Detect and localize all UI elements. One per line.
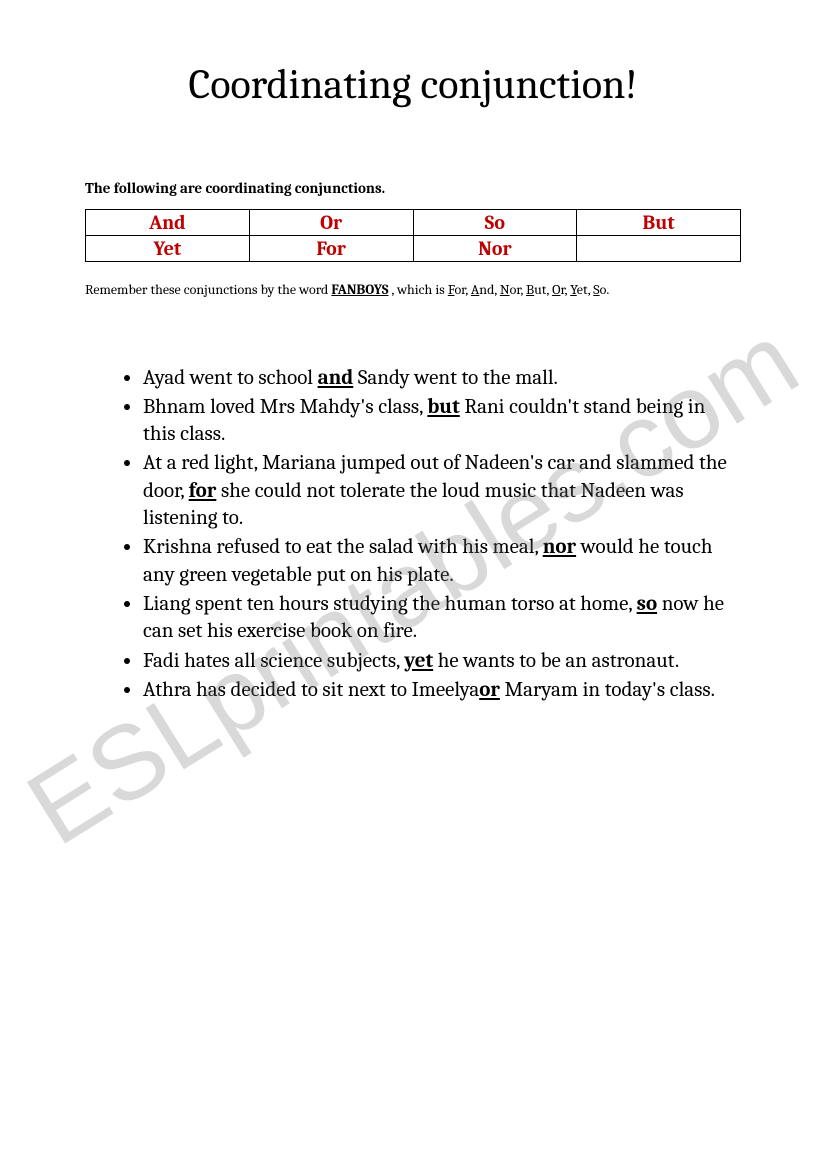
fanboys-word: FANBOYS — [331, 281, 388, 298]
table-row: And Or So But — [86, 210, 741, 236]
table-row: Yet For Nor — [86, 236, 741, 262]
list-item: Bhnam loved Mrs Mahdy's class, but Rani … — [143, 394, 741, 449]
example-pre: Bhnam loved Mrs Mahdy's class, — [143, 395, 427, 419]
example-post: Maryam in today's class. — [500, 678, 715, 702]
table-cell: Or — [249, 210, 413, 236]
list-item: Liang spent ten hours studying the human… — [143, 591, 741, 646]
letter-rest: or — [510, 281, 521, 298]
underlined-letter: B — [526, 281, 534, 298]
underlined-letter: Y — [570, 281, 577, 298]
example-conjunction: yet — [404, 649, 433, 673]
example-post: Sandy went to the mall. — [353, 366, 558, 390]
list-item: Athra has decided to sit next to Imeelya… — [143, 677, 741, 704]
example-pre: Fadi hates all science subjects, — [143, 649, 404, 673]
list-item: Ayad went to school and Sandy went to th… — [143, 365, 741, 392]
note-mid: , which is — [388, 281, 447, 298]
table-cell: And — [86, 210, 250, 236]
note-prefix: Remember these conjunctions by the word — [85, 281, 331, 298]
example-conjunction: so — [637, 592, 657, 616]
table-cell: So — [413, 210, 577, 236]
example-post: he wants to be an astronaut. — [433, 649, 679, 673]
page-title: Coordinating conjunction! — [85, 60, 741, 109]
list-item: At a red light, Mariana jumped out of Na… — [143, 450, 741, 532]
list-item: Fadi hates all science subjects, yet he … — [143, 648, 741, 675]
example-post: she could not tolerate the loud music th… — [143, 479, 684, 530]
table-cell: But — [577, 210, 741, 236]
example-conjunction: for — [189, 479, 217, 503]
underlined-letter: A — [471, 281, 479, 298]
intro-text: The following are coordinating conjuncti… — [85, 179, 741, 197]
letter-rest: r — [560, 281, 564, 298]
table-cell: Nor — [413, 236, 577, 262]
example-pre: Liang spent ten hours studying the human… — [143, 592, 637, 616]
example-pre: Athra has decided to sit next to Imeelya — [143, 678, 479, 702]
example-pre: Krishna refused to eat the salad with hi… — [143, 535, 543, 559]
examples-list: Ayad went to school and Sandy went to th… — [115, 365, 741, 705]
example-pre: Ayad went to school — [143, 366, 318, 390]
letter-rest: et — [577, 281, 588, 298]
letter-rest: or — [454, 281, 465, 298]
underlined-letter: N — [500, 281, 510, 298]
table-cell — [577, 236, 741, 262]
table-cell: Yet — [86, 236, 250, 262]
table-cell: For — [249, 236, 413, 262]
letter-rest: nd — [479, 281, 494, 298]
fanboys-note: Remember these conjunctions by the word … — [85, 280, 741, 300]
example-conjunction: nor — [543, 535, 576, 559]
example-conjunction: or — [479, 678, 500, 702]
document-page: Coordinating conjunction! The following … — [0, 0, 826, 766]
example-conjunction: and — [318, 366, 354, 390]
note-suffix: . — [606, 281, 609, 298]
example-conjunction: but — [427, 395, 459, 419]
fanboys-breakdown: For, And, Nor, But, Or, Yet, So — [448, 281, 606, 298]
letter-rest: ut — [534, 281, 546, 298]
list-item: Krishna refused to eat the salad with hi… — [143, 534, 741, 589]
conjunctions-table: And Or So But Yet For Nor — [85, 209, 741, 262]
